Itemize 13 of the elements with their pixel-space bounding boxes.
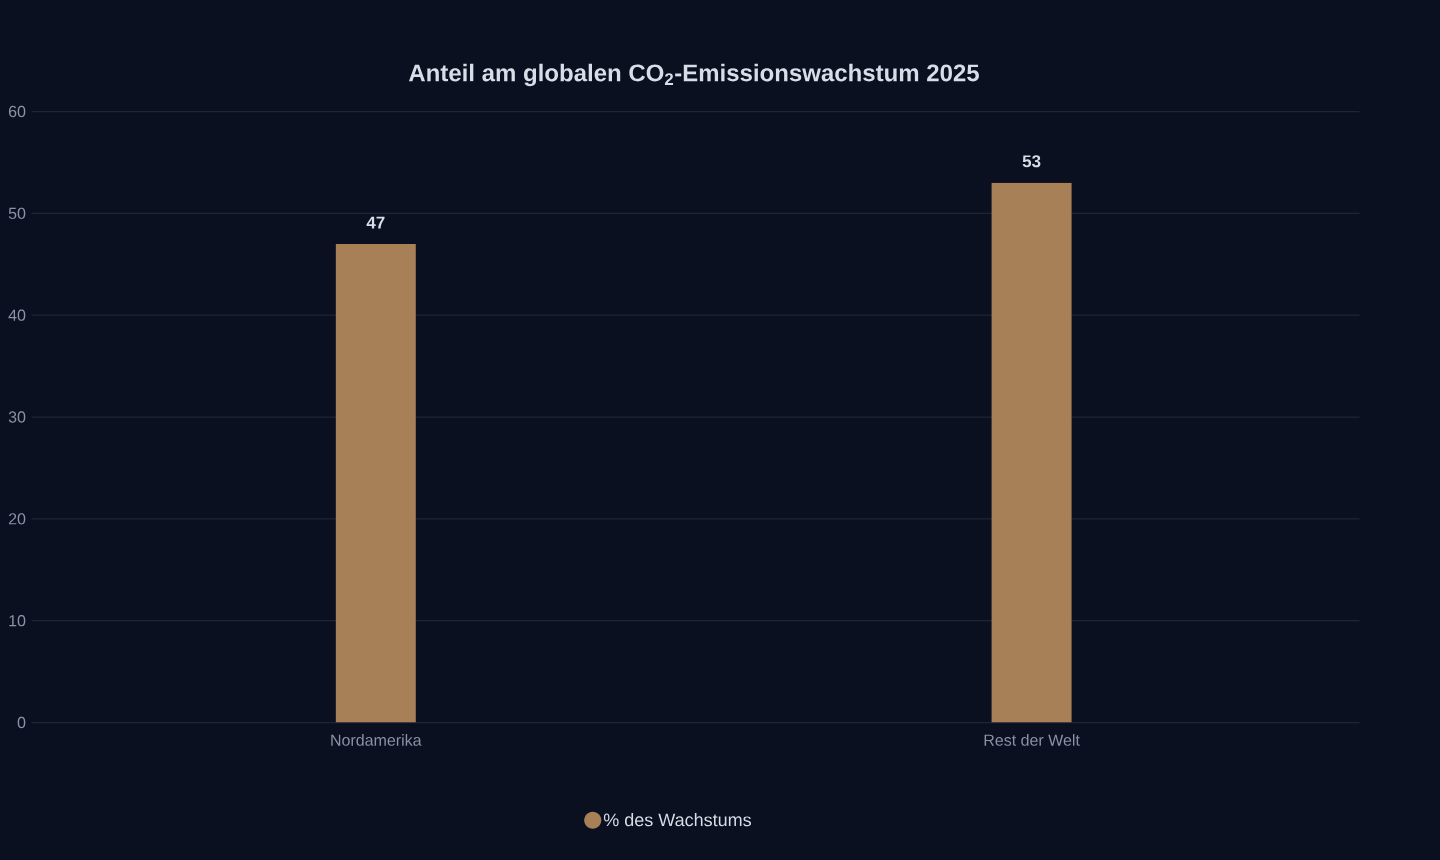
data-label: 47 [366,216,385,229]
chart-title: Anteil am globalen CO$_{2}$-Emissionswachstum 2025 [408,63,979,87]
x-tick-label: Rest der Welt [984,734,1080,746]
y-tick-label: 20 [8,513,26,525]
data-label: 53 [1022,155,1041,168]
y-tick-label: 30 [8,411,26,423]
x-tick-label: Nordamerika [331,734,422,746]
y-tick-label: 50 [8,207,26,220]
y-tick-label: 0 [17,716,26,729]
y-tick-label: 10 [9,615,26,627]
y-tick-label: 40 [8,309,26,321]
legend-label: % des Wachstums [603,813,752,827]
y-tick-label: 60 [8,105,26,118]
